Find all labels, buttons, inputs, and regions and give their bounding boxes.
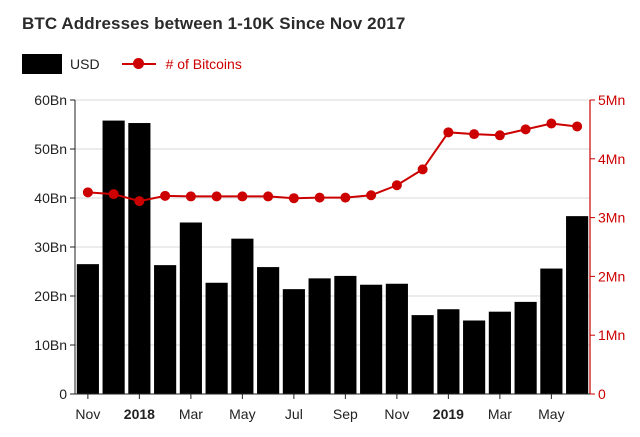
right-axis-tick-label: 5Mn — [598, 92, 625, 108]
bar-usd — [514, 301, 537, 394]
right-axis-tick-label: 4Mn — [598, 151, 625, 167]
point-bitcoins — [391, 180, 402, 191]
bar-usd — [488, 311, 511, 394]
point-bitcoins — [417, 164, 428, 175]
x-axis-tick-label: 2018 — [124, 406, 155, 422]
right-axis-tick-label: 3Mn — [598, 210, 625, 226]
bar-usd — [128, 123, 151, 394]
bar-usd — [411, 315, 434, 394]
point-bitcoins — [546, 118, 557, 129]
bar-usd — [102, 120, 125, 394]
point-bitcoins — [443, 127, 454, 138]
legend-btc-label: # of Bitcoins — [165, 56, 242, 72]
bar-usd — [231, 238, 254, 394]
bar-usd — [76, 264, 99, 394]
bar-usd — [205, 282, 228, 394]
x-axis-tick-label: Sep — [333, 406, 358, 422]
bar-usd — [257, 267, 280, 394]
bar-usd — [282, 289, 305, 394]
right-axis-tick-label: 0 — [598, 386, 606, 402]
point-bitcoins — [211, 191, 222, 202]
x-axis-tick-label: Mar — [488, 406, 512, 422]
x-axis-tick-label: Nov — [384, 406, 409, 422]
bar-usd — [334, 275, 357, 394]
chart-legend: USD # of Bitcoins — [22, 54, 242, 74]
point-bitcoins — [572, 121, 583, 132]
point-bitcoins — [494, 130, 505, 141]
left-axis-tick-label: 60Bn — [34, 92, 67, 108]
bar-usd — [463, 320, 486, 394]
x-axis-tick-label: Nov — [75, 406, 100, 422]
x-axis-tick-label: May — [229, 406, 255, 422]
point-bitcoins — [520, 124, 531, 135]
left-axis-tick-label: 10Bn — [34, 337, 67, 353]
x-axis-tick-label: Mar — [179, 406, 203, 422]
bar-usd — [179, 222, 202, 394]
legend-usd-swatch — [22, 54, 62, 74]
point-bitcoins — [340, 192, 351, 203]
point-bitcoins — [366, 190, 377, 201]
right-axis-tick-label: 1Mn — [598, 327, 625, 343]
point-bitcoins — [288, 193, 299, 204]
point-bitcoins — [185, 191, 196, 202]
point-bitcoins — [314, 192, 325, 203]
bar-usd — [566, 216, 589, 394]
point-bitcoins — [108, 189, 119, 200]
point-bitcoins — [469, 129, 480, 140]
chart-title: BTC Addresses between 1-10K Since Nov 20… — [22, 14, 406, 33]
point-bitcoins — [263, 191, 274, 202]
point-bitcoins — [134, 196, 145, 207]
bar-usd — [360, 284, 383, 394]
point-bitcoins — [237, 191, 248, 202]
left-axis-tick-label: 0 — [59, 386, 67, 402]
left-axis-tick-label: 30Bn — [34, 239, 67, 255]
bar-usd — [540, 268, 563, 394]
left-axis-tick-label: 50Bn — [34, 141, 67, 157]
legend-btc-marker — [121, 54, 156, 74]
bar-usd — [154, 265, 177, 394]
x-axis-tick-label: Jul — [285, 406, 303, 422]
point-bitcoins — [82, 187, 93, 198]
x-axis-tick-label: May — [538, 406, 564, 422]
x-axis-tick-label: 2019 — [433, 406, 464, 422]
left-axis-tick-label: 40Bn — [34, 190, 67, 206]
point-bitcoins — [160, 190, 171, 201]
legend-usd-label: USD — [70, 56, 100, 72]
right-axis-tick-label: 2Mn — [598, 268, 625, 284]
left-axis-tick-label: 20Bn — [34, 288, 67, 304]
bar-usd — [308, 278, 331, 394]
bar-usd — [385, 283, 408, 394]
bar-usd — [437, 309, 460, 394]
